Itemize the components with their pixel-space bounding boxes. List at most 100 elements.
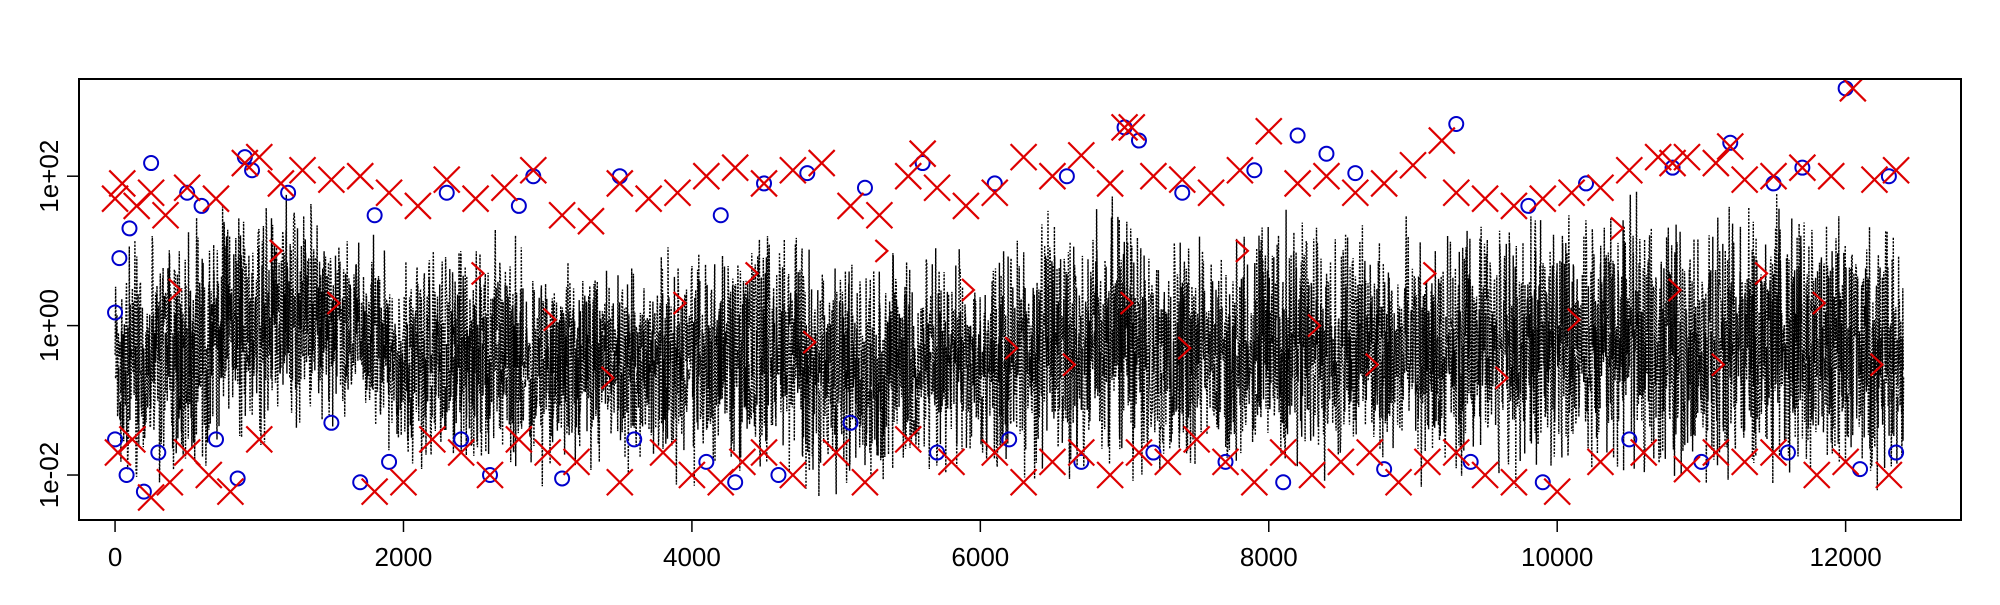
red-x-point: [447, 438, 475, 467]
red-x-stroke: [750, 438, 778, 467]
red-x-point: [418, 425, 447, 454]
red-x-stroke: [1312, 162, 1341, 190]
red-x-point: [245, 143, 274, 171]
blue-circle-point: [929, 444, 946, 461]
red-bracket-point: [326, 291, 342, 315]
red-x-stroke: [1629, 438, 1658, 467]
red-x-point: [980, 438, 1009, 467]
red-x-stroke: [1413, 448, 1442, 476]
red-x-stroke: [663, 178, 692, 207]
red-x-point: [432, 165, 461, 194]
red-x-stroke: [1355, 438, 1384, 467]
red-x-point: [1543, 477, 1571, 506]
red-x-point: [156, 468, 184, 497]
blue-circle-point: [1073, 453, 1090, 470]
red-x-point: [1658, 149, 1687, 177]
blue-circle-point: [1722, 134, 1739, 151]
red-x-point: [1413, 448, 1442, 476]
red-bracket-point: [1667, 278, 1683, 302]
blue-circle-point: [107, 304, 124, 321]
red-x-stroke: [822, 438, 850, 467]
red-x-stroke: [1442, 178, 1471, 207]
red-x-point: [1442, 438, 1471, 467]
red-x-stroke: [267, 169, 295, 198]
red-x-stroke: [606, 468, 634, 497]
red-x-stroke: [1702, 149, 1730, 177]
blue-circle-point: [352, 474, 369, 491]
y-tick-label: 1e+02: [34, 140, 64, 213]
red-x-point: [505, 425, 533, 454]
red-x-stroke: [151, 201, 180, 230]
red-x-stroke: [894, 425, 923, 454]
red-x-stroke: [137, 178, 165, 207]
blue-circle-point: [626, 431, 643, 448]
red-x-point: [151, 201, 180, 230]
red-x-stroke: [779, 156, 807, 185]
red-x-stroke: [1831, 448, 1860, 476]
red-x-point: [678, 461, 706, 489]
blue-circle-point: [150, 444, 167, 461]
red-bracket-point: [1235, 239, 1250, 263]
red-x-point: [1154, 448, 1182, 476]
blue-circle-point: [727, 474, 744, 491]
red-x-stroke: [1009, 143, 1038, 171]
blue-circle-point: [1174, 184, 1191, 201]
red-bracket-point: [961, 278, 976, 302]
red-x-stroke: [1529, 184, 1557, 213]
red-x-point: [245, 425, 274, 454]
red-x-stroke: [980, 438, 1009, 467]
red-x-stroke: [1269, 438, 1297, 467]
red-x-stroke: [728, 448, 757, 476]
red-x-stroke: [1182, 425, 1211, 454]
red-x-stroke: [461, 184, 490, 213]
red-x-stroke: [505, 425, 533, 454]
red-x-stroke: [1226, 156, 1254, 185]
red-bracket-point: [1869, 352, 1885, 377]
red-x-stroke: [1154, 448, 1182, 476]
red-x-point: [1788, 153, 1817, 182]
red-x-point: [389, 468, 418, 497]
red-x-stroke: [1557, 178, 1586, 207]
red-x-stroke: [952, 192, 980, 220]
red-x-point: [1038, 448, 1067, 476]
red-x-stroke: [1803, 461, 1831, 489]
x-tick-label: 12000: [1809, 542, 1881, 572]
red-x-stroke: [1298, 461, 1326, 489]
red-x-point: [1875, 461, 1903, 489]
red-x-point: [663, 178, 692, 207]
red-x-stroke: [851, 468, 879, 497]
red-bracket-point: [1610, 216, 1625, 241]
red-x-point: [1341, 178, 1370, 207]
red-x-point: [634, 184, 663, 213]
red-x-stroke: [577, 207, 605, 235]
red-x-point: [865, 201, 894, 230]
red-x-stroke: [1586, 448, 1615, 476]
red-x-stroke: [245, 425, 274, 454]
red-x-stroke: [1370, 169, 1398, 198]
red-x-stroke: [678, 461, 706, 489]
red-x-point: [1226, 156, 1254, 185]
red-x-point: [894, 425, 923, 454]
red-x-stroke: [1875, 461, 1903, 489]
red-bracket-point: [470, 261, 486, 286]
blue-circle-point: [1217, 453, 1234, 470]
red-x-point: [1139, 162, 1168, 190]
red-bracket-point: [672, 291, 688, 315]
x-tick-label: 0: [108, 542, 122, 572]
red-x-point: [1471, 184, 1499, 213]
red-bracket-point: [1711, 352, 1726, 377]
red-x-stroke: [1399, 151, 1427, 180]
red-x-point: [1096, 461, 1124, 489]
red-x-point: [1254, 117, 1283, 145]
blue-circle-point: [1347, 165, 1364, 182]
red-x-stroke: [1096, 461, 1124, 489]
red-x-point: [1182, 425, 1211, 454]
red-x-stroke: [1471, 461, 1499, 489]
red-x-point: [195, 461, 223, 489]
red-x-point: [1831, 448, 1860, 476]
red-x-point: [346, 162, 374, 190]
blue-circle-point: [438, 184, 455, 201]
red-x-stroke: [894, 162, 923, 190]
blue-circle-point: [986, 175, 1003, 192]
